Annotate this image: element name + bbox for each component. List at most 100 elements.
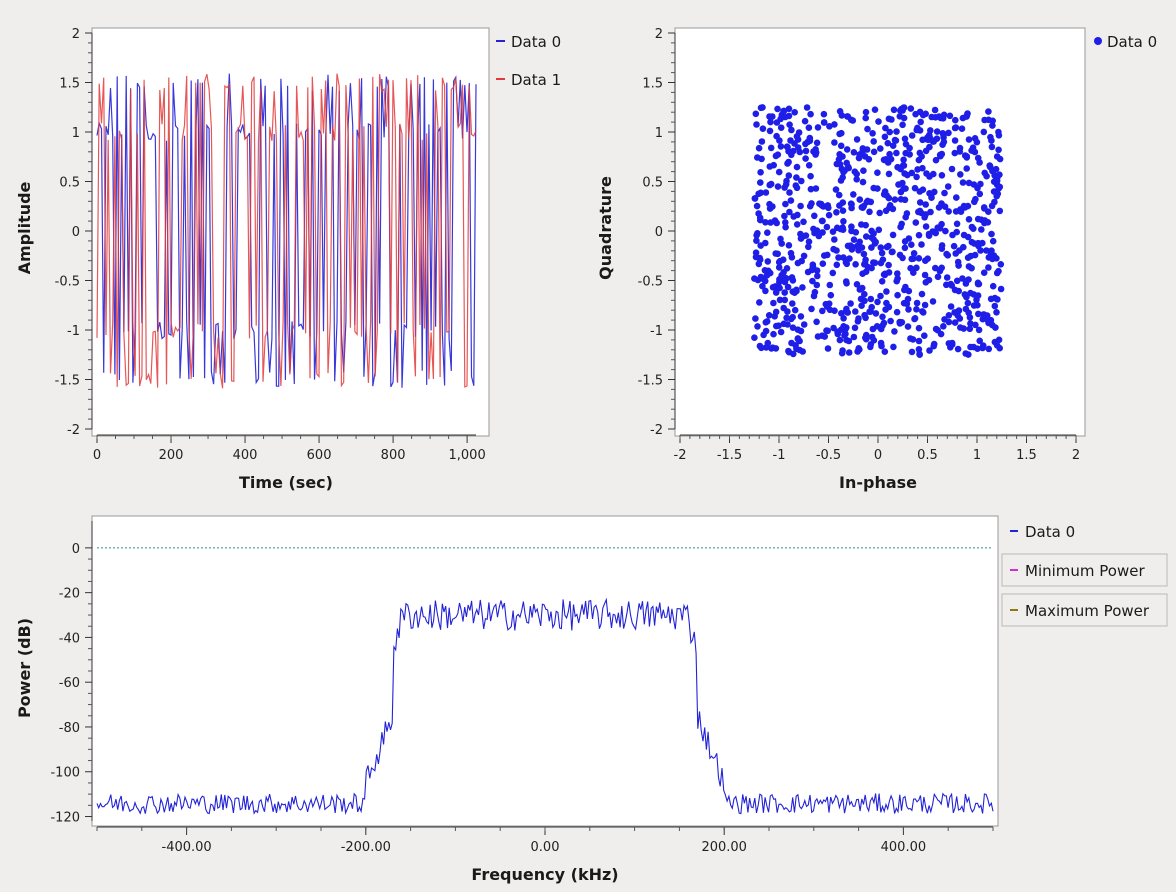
constellation-point <box>819 307 826 315</box>
constellation-point <box>975 310 982 318</box>
constellation-point <box>769 203 776 210</box>
constellation-point <box>917 118 924 126</box>
constellation-point <box>837 142 845 150</box>
constellation-point <box>804 268 812 276</box>
constellation-point <box>793 221 801 228</box>
constellation-point <box>916 199 924 206</box>
spectrum-plot-area[interactable] <box>91 515 999 827</box>
constellation-point <box>932 114 939 121</box>
constellation-point <box>921 271 929 279</box>
constellation-point <box>991 198 998 206</box>
minimum-power-button[interactable]: Minimum Power <box>1001 553 1168 587</box>
time-y-tick-label: 1.5 <box>59 77 80 92</box>
spectrum-y-ticks: -120 -100 -80 -60 -40 -20 0 <box>50 521 93 826</box>
constellation-point <box>971 135 979 142</box>
constellation-point <box>995 267 1002 275</box>
constellation-point <box>754 154 761 161</box>
constellation-point <box>758 344 765 352</box>
constellation-point <box>902 185 909 192</box>
constellation-point <box>968 147 975 154</box>
constellation-point <box>858 204 866 211</box>
constellation-legend-item-data0[interactable]: Data 0 <box>1094 33 1157 51</box>
constellation-point <box>784 160 791 167</box>
constellation-point <box>799 284 806 291</box>
constellation-point <box>755 210 762 217</box>
constellation-point <box>919 308 926 315</box>
constellation-point <box>993 177 1001 185</box>
spectrum-x-label: Frequency (kHz) <box>471 865 618 884</box>
constellation-point <box>955 262 962 269</box>
constellation-point <box>784 283 792 291</box>
spectrum-y-tick-label: -20 <box>59 587 80 602</box>
constellation-point <box>783 265 791 272</box>
constellation-point <box>966 314 974 321</box>
constellation-point <box>860 250 868 258</box>
constellation-point <box>871 240 879 247</box>
constellation-point <box>905 306 912 313</box>
constellation-point <box>962 305 970 313</box>
constellation-point <box>870 148 878 156</box>
constellation-point <box>835 191 843 199</box>
constellation-point <box>846 255 853 262</box>
constellation-point <box>855 345 862 352</box>
spectrum-x-ticks: -400.00 -200.00 0.00 200.00 400.00 <box>96 826 994 855</box>
spectrum-series-line-0 <box>96 597 994 816</box>
constellation-point <box>797 235 805 242</box>
constellation-point <box>890 343 897 351</box>
constellation-point <box>991 302 999 310</box>
constellation-point <box>826 281 834 289</box>
constellation-point <box>901 286 908 294</box>
constellation-point <box>856 238 863 246</box>
constellation-point <box>963 112 971 119</box>
constellation-point <box>805 124 813 131</box>
time-legend-item-data1[interactable]: Data 1 <box>496 71 561 89</box>
constellation-point <box>908 169 916 177</box>
constellation-point <box>927 135 934 142</box>
constellation-point <box>836 202 843 209</box>
time-y-ticks: -2 -1.5 -1 -0.5 0 0.5 1 1.5 2 <box>55 27 93 438</box>
constellation-point <box>786 189 793 196</box>
constellation-point <box>840 323 847 330</box>
spectrum-legend-item-data0[interactable]: Data 0 <box>1010 523 1075 541</box>
constellation-point <box>751 275 758 282</box>
constellation-point <box>953 277 961 285</box>
constellation-y-tick-label: -2 <box>650 423 663 438</box>
constellation-point <box>894 270 901 277</box>
constellation-point <box>774 151 782 158</box>
constellation-point <box>947 303 955 310</box>
constellation-point <box>906 144 913 152</box>
constellation-x-ticks: -2 -1.5 -1 -0.5 0 0.5 1 1.5 2 <box>674 434 1080 463</box>
constellation-chart: -2 -1.5 -1 -0.5 0 0.5 1 1.5 2 -2 -1.5 -1 -0.5 0 0.5 1 1… <box>596 27 1157 492</box>
constellation-point <box>877 145 884 152</box>
constellation-point <box>938 220 945 228</box>
time-x-tick-label: 400 <box>233 448 258 463</box>
time-legend-item-data0[interactable]: Data 0 <box>496 33 561 51</box>
constellation-point <box>818 217 826 225</box>
constellation-point <box>800 252 808 260</box>
constellation-point <box>795 129 803 136</box>
constellation-point <box>878 249 886 257</box>
constellation-point <box>886 150 893 158</box>
constellation-point <box>807 185 815 193</box>
constellation-point <box>981 205 988 212</box>
constellation-point <box>904 323 912 330</box>
maximum-power-button[interactable]: Maximum Power <box>1001 593 1168 627</box>
constellation-point <box>757 179 764 186</box>
constellation-point <box>915 346 923 353</box>
constellation-point <box>995 128 1002 136</box>
constellation-point <box>802 147 810 155</box>
constellation-point <box>880 319 888 327</box>
constellation-point <box>885 269 893 276</box>
constellation-point <box>932 156 940 164</box>
time-y-tick-label: 2 <box>72 27 80 42</box>
constellation-point <box>788 339 795 347</box>
constellation-point <box>913 173 920 181</box>
constellation-point <box>913 299 921 307</box>
constellation-point <box>952 250 959 257</box>
constellation-point <box>950 242 958 250</box>
constellation-point <box>990 188 998 195</box>
constellation-point <box>898 105 905 113</box>
constellation-point <box>833 224 841 232</box>
constellation-point <box>855 315 862 322</box>
constellation-point <box>756 256 764 264</box>
